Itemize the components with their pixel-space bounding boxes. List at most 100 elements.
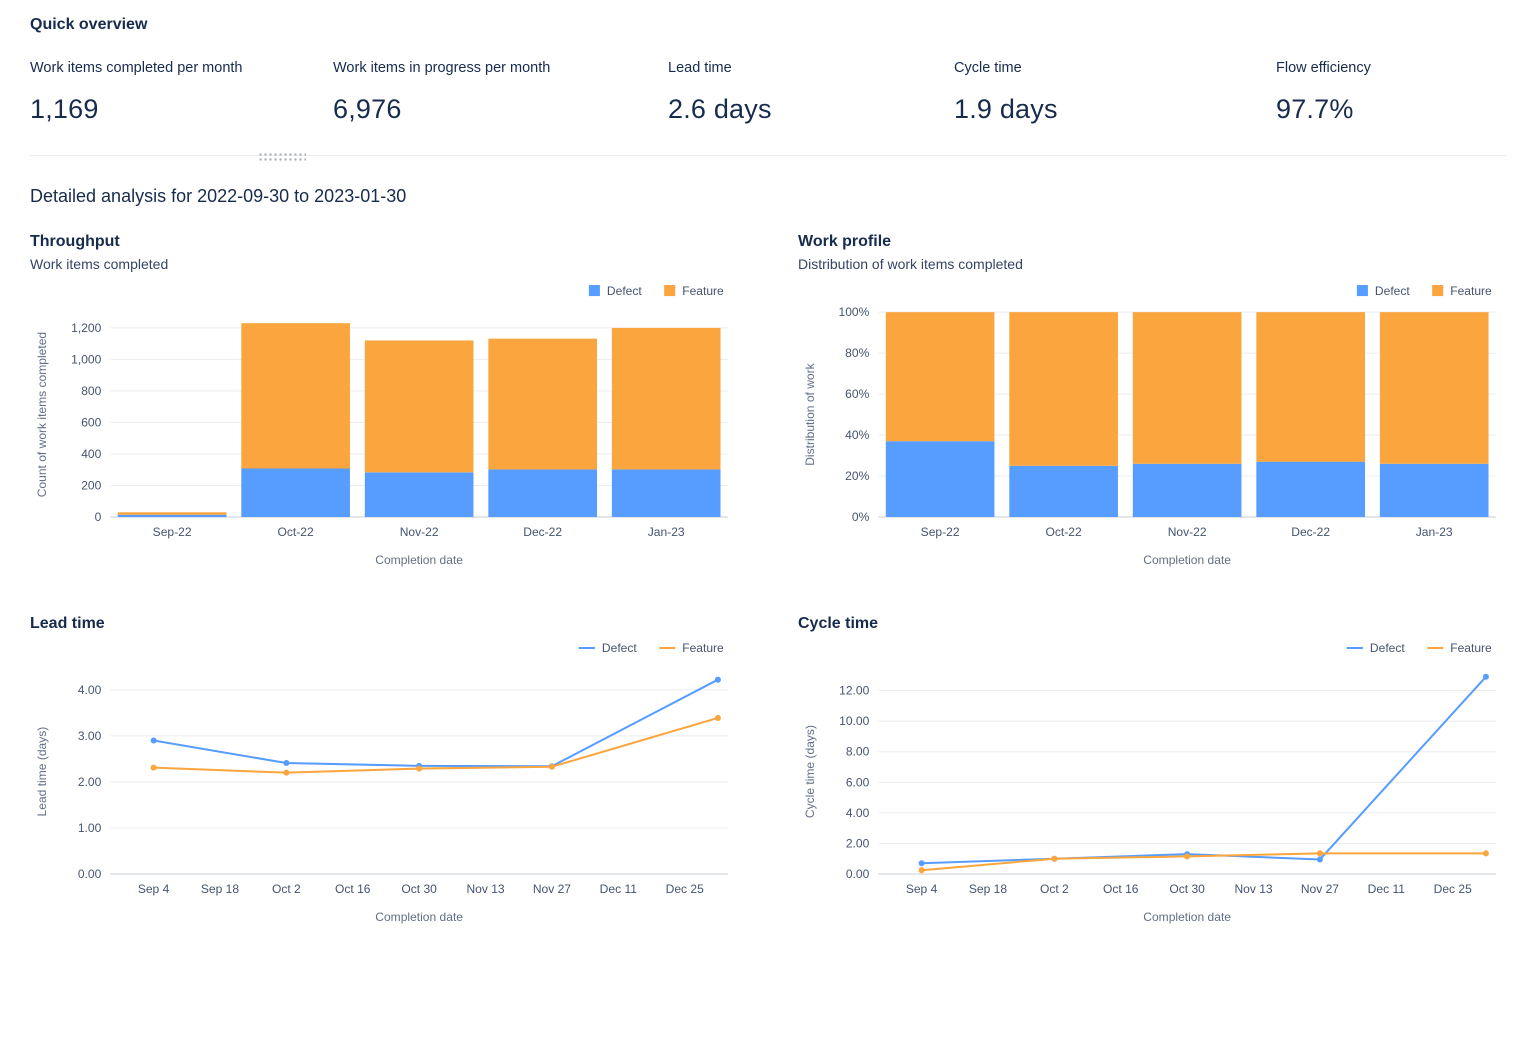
throughput-chart-card: Throughput Work items completed 0 200 400 6…	[30, 233, 738, 571]
svg-text:Sep 18: Sep 18	[201, 882, 239, 896]
lead-time-chart: 0.00 1.00 2.00 3.00 4.00 Lead time (days) Comp…	[35, 641, 728, 924]
metric-value: 1.9 days	[954, 94, 1058, 124]
svg-text:Nov 13: Nov 13	[466, 882, 504, 896]
svg-text:Lead time (days): Lead time (days)	[35, 727, 49, 817]
detailed-analysis-title: Detailed analysis for 2022-09-30 to 2023…	[30, 186, 407, 206]
metric-label: Cycle time	[954, 60, 1022, 76]
svg-text:0.00: 0.00	[846, 867, 870, 881]
svg-text:Defect: Defect	[1375, 284, 1410, 298]
cycle-time-chart: 0.00 2.00 4.00 6.00 8.00 10.00 12.00 Cycle time…	[803, 641, 1496, 924]
metric-cycle-time: Cycle time 1.9 days	[954, 60, 1276, 125]
svg-text:80%: 80%	[845, 346, 869, 360]
svg-text:Completion date: Completion date	[375, 910, 463, 924]
chart-title: Throughput	[30, 233, 120, 250]
svg-text:6.00: 6.00	[846, 776, 870, 790]
svg-text:Defect: Defect	[1370, 641, 1405, 655]
svg-text:8.00: 8.00	[846, 745, 870, 759]
metric-lead-time: Lead time 2.6 days	[668, 60, 954, 125]
svg-text:3.00: 3.00	[78, 729, 102, 743]
svg-text:Dec-22: Dec-22	[1291, 525, 1330, 539]
svg-text:Defect: Defect	[607, 284, 642, 298]
section-divider	[30, 152, 1506, 162]
cycle-time-chart-card: Cycle time 0.00 2.00 4.00 6.00 8.00 10.00 12.0…	[798, 615, 1506, 928]
svg-text:1.00: 1.00	[78, 821, 102, 835]
charts-grid: Throughput Work items completed 0 200 400 6…	[30, 233, 1506, 928]
svg-text:Feature: Feature	[682, 284, 724, 298]
svg-text:Sep 18: Sep 18	[969, 882, 1007, 896]
svg-text:Dec 25: Dec 25	[666, 882, 704, 896]
svg-text:Nov 13: Nov 13	[1234, 882, 1272, 896]
svg-text:Oct 2: Oct 2	[272, 882, 301, 896]
metric-label: Work items in progress per month	[333, 60, 551, 76]
svg-text:Oct-22: Oct-22	[278, 525, 314, 539]
svg-text:10.00: 10.00	[839, 714, 869, 728]
svg-text:800: 800	[81, 384, 101, 398]
svg-text:Oct 2: Oct 2	[1040, 882, 1069, 896]
svg-text:1,000: 1,000	[71, 352, 101, 366]
svg-text:Dec 11: Dec 11	[600, 882, 638, 896]
svg-text:4.00: 4.00	[846, 806, 870, 820]
svg-text:Count of work items completed: Count of work items completed	[35, 332, 49, 497]
svg-text:Cycle time (days): Cycle time (days)	[803, 725, 817, 818]
svg-text:Feature: Feature	[1450, 641, 1492, 655]
svg-text:400: 400	[81, 447, 101, 461]
resize-drag-handle-icon[interactable]	[258, 152, 306, 162]
metric-in-progress-per-month: Work items in progress per month 6,976	[333, 60, 668, 125]
svg-text:Dec-22: Dec-22	[523, 525, 562, 539]
svg-text:Sep-22: Sep-22	[153, 525, 192, 539]
svg-text:0.00: 0.00	[78, 867, 102, 881]
svg-text:Feature: Feature	[682, 641, 724, 655]
svg-text:Sep 4: Sep 4	[138, 882, 170, 896]
svg-text:Defect: Defect	[602, 641, 637, 655]
svg-text:200: 200	[81, 479, 101, 493]
svg-text:Oct-22: Oct-22	[1046, 525, 1082, 539]
svg-text:Sep-22: Sep-22	[921, 525, 960, 539]
chart-title: Work profile	[798, 233, 892, 250]
svg-text:Nov-22: Nov-22	[400, 525, 439, 539]
svg-text:1,200: 1,200	[71, 321, 101, 335]
svg-text:60%: 60%	[845, 387, 869, 401]
svg-text:Oct 16: Oct 16	[335, 882, 371, 896]
work-profile-chart: 0% 20% 40% 60% 80% 100% Distribution of work Co…	[803, 284, 1496, 567]
svg-text:4.00: 4.00	[78, 683, 102, 697]
svg-text:Jan-23: Jan-23	[1416, 525, 1453, 539]
metric-value: 2.6 days	[668, 94, 772, 124]
svg-text:Dec 11: Dec 11	[1368, 882, 1406, 896]
work-profile-chart-card: Work profile Distribution of work items …	[798, 233, 1506, 571]
metric-completed-per-month: Work items completed per month 1,169	[30, 60, 333, 125]
svg-text:2.00: 2.00	[846, 837, 870, 851]
quick-overview-title: Quick overview	[30, 16, 148, 33]
svg-text:Oct 16: Oct 16	[1103, 882, 1139, 896]
svg-text:Feature: Feature	[1450, 284, 1492, 298]
svg-text:40%: 40%	[845, 428, 869, 442]
throughput-chart: 0 200 400 600 800 1,000 1,200 Count of work ite…	[35, 284, 728, 567]
svg-text:600: 600	[81, 415, 101, 429]
svg-text:Completion date: Completion date	[375, 553, 463, 567]
metric-label: Lead time	[668, 60, 732, 76]
svg-text:Distribution of work: Distribution of work	[803, 362, 817, 465]
svg-text:0: 0	[95, 510, 102, 524]
svg-text:Nov 27: Nov 27	[533, 882, 571, 896]
chart-subtitle: Work items completed	[30, 256, 169, 272]
svg-text:Oct 30: Oct 30	[401, 882, 437, 896]
svg-text:100%: 100%	[838, 305, 869, 319]
chart-title: Cycle time	[798, 615, 879, 633]
chart-subtitle: Distribution of work items completed	[798, 256, 1023, 272]
quick-overview-section: Quick overview Work items completed per …	[30, 16, 1506, 125]
svg-text:Sep 4: Sep 4	[906, 882, 938, 896]
svg-text:Completion date: Completion date	[1143, 553, 1231, 567]
metric-label: Flow efficiency	[1276, 60, 1371, 76]
svg-text:0%: 0%	[852, 510, 870, 524]
chart-title: Lead time	[30, 615, 105, 633]
lead-time-chart-card: Lead time 0.00 1.00 2.00 3.00 4.00 Lead time …	[30, 615, 738, 928]
metrics-row: Work items completed per month 1,169 Wor…	[30, 60, 1506, 125]
svg-text:12.00: 12.00	[839, 684, 869, 698]
metric-value: 1,169	[30, 94, 99, 124]
metric-flow-efficiency: Flow efficiency 97.7%	[1276, 60, 1496, 125]
svg-text:Nov 27: Nov 27	[1301, 882, 1339, 896]
metric-value: 6,976	[333, 94, 402, 124]
svg-text:Nov-22: Nov-22	[1168, 525, 1207, 539]
svg-text:2.00: 2.00	[78, 775, 102, 789]
svg-text:Completion date: Completion date	[1143, 910, 1231, 924]
